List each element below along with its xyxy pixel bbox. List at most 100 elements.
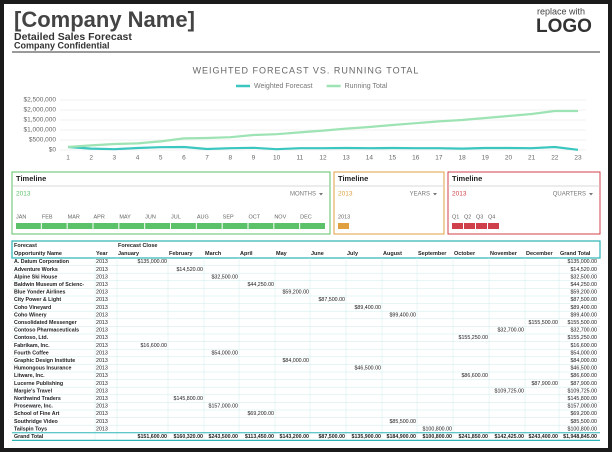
- row-label: Litware, Inc.: [14, 373, 45, 379]
- timeline-item-label: DEC: [300, 214, 312, 220]
- timeline-bar[interactable]: [171, 223, 196, 229]
- table-cell: 2013: [96, 411, 108, 417]
- timeline-item-label: Q1: [452, 214, 459, 220]
- table-cell: $243,400.00: [529, 434, 559, 440]
- table-cell: $157,000.00: [568, 404, 598, 410]
- y-tick-label: $1,000,000: [23, 127, 56, 134]
- x-tick-label: 10: [273, 155, 281, 162]
- row-label: Alpine Ski House: [14, 274, 57, 280]
- timeline-level[interactable]: QUARTERS: [553, 192, 586, 198]
- table-cell: $16,600.00: [570, 343, 597, 349]
- table-header-box: [11, 240, 601, 259]
- x-tick-label: 1: [66, 155, 70, 162]
- x-tick-label: 15: [389, 155, 397, 162]
- table-cell: 2013: [96, 350, 108, 356]
- column-header: May: [276, 251, 288, 257]
- timeline-level[interactable]: MONTHS: [290, 192, 316, 198]
- table-cell: $155,250.00: [568, 335, 598, 341]
- table-cell: $113,450.00: [245, 434, 274, 440]
- table-cell: $100,800.00: [423, 426, 453, 432]
- table-cell: $155,250.00: [459, 335, 489, 341]
- timeline-bar[interactable]: [464, 223, 475, 229]
- logo: LOGO: [536, 16, 592, 37]
- subtitle: Detailed Sales Forecast: [14, 31, 132, 43]
- x-tick-label: 20: [505, 155, 513, 162]
- timeline-item-label: OCT: [249, 214, 261, 220]
- table-cell: $135,900.00: [352, 434, 382, 440]
- table-cell: $87,500.00: [318, 297, 345, 303]
- confidential-note: Company Confidential: [14, 40, 110, 50]
- timeline-level[interactable]: YEARS: [410, 192, 430, 198]
- y-tick-label: $2,000,000: [23, 107, 56, 114]
- timeline-bar[interactable]: [196, 223, 222, 229]
- table-cell: $32,500.00: [570, 274, 597, 280]
- legend-label: Weighted Forecast: [254, 83, 313, 90]
- column-header: August: [383, 251, 402, 257]
- timeline-item-label: AUG: [197, 214, 209, 220]
- column-header: September: [418, 251, 447, 257]
- timeline-bar[interactable]: [41, 223, 67, 229]
- x-tick-label: 11: [296, 155, 303, 162]
- timeline-bar[interactable]: [67, 223, 93, 229]
- row-label: Consolidated Messenger: [14, 320, 77, 326]
- column-header: April: [240, 251, 253, 257]
- table-cell: 2013: [96, 290, 108, 296]
- y-tick-label: $2,500,000: [23, 97, 56, 104]
- timeline-year: 2013: [338, 191, 353, 198]
- table-cell: $135,000.00: [568, 259, 598, 265]
- table-cell: $145,800.00: [174, 396, 204, 402]
- table-cell: $86,600.00: [570, 373, 597, 379]
- timeline-item-label: 2013: [338, 214, 350, 220]
- column-header: Opportunity Name: [14, 251, 62, 257]
- table-cell: 2013: [96, 312, 108, 318]
- table-cell: 2013: [96, 381, 108, 387]
- table-cell: $86,600.00: [461, 373, 488, 379]
- column-header: Grand Total: [560, 251, 591, 257]
- timeline-item-label: APR: [94, 214, 105, 220]
- table-cell: 2013: [96, 358, 108, 364]
- timeline-bar[interactable]: [145, 223, 170, 229]
- timeline-bar[interactable]: [300, 223, 325, 229]
- timeline-bar[interactable]: [16, 223, 41, 229]
- table-cell: 2013: [96, 426, 108, 432]
- table-cell: $84,000.00: [570, 358, 597, 364]
- timeline-bar[interactable]: [248, 223, 274, 229]
- x-tick-label: 14: [366, 155, 374, 162]
- timeline-item-label: JUN: [145, 214, 156, 220]
- x-tick-label: 22: [551, 155, 559, 162]
- timeline-title: Timeline: [452, 174, 482, 183]
- timeline-bar[interactable]: [274, 223, 300, 229]
- timeline-bar[interactable]: [476, 223, 487, 229]
- table-cell: $87,900.00: [531, 381, 558, 387]
- table-cell: $32,500.00: [211, 274, 238, 280]
- timeline-bar[interactable]: [488, 223, 499, 229]
- y-tick-label: $500,000: [29, 137, 56, 144]
- table-cell: 2013: [96, 320, 108, 326]
- table-cell: $85,500.00: [389, 419, 416, 425]
- timeline-bar[interactable]: [222, 223, 248, 229]
- timeline-bar[interactable]: [452, 223, 463, 229]
- table-cell: 2013: [96, 335, 108, 341]
- logo-caption: replace with: [537, 6, 585, 16]
- timeline-bar[interactable]: [93, 223, 119, 229]
- column-header: June: [311, 251, 324, 257]
- row-label: Graphic Design Institute: [14, 358, 75, 364]
- table-cell: $44,250.00: [570, 282, 597, 288]
- timeline-bar[interactable]: [119, 223, 145, 229]
- table-cell: $99,400.00: [570, 312, 597, 318]
- dropdown-arrow: [589, 193, 593, 196]
- timeline-item-label: JUL: [171, 214, 181, 220]
- table-cell: 2013: [96, 297, 108, 303]
- row-label: Baldwin Museum of Scienc-: [14, 282, 84, 288]
- table-cell: 2013: [96, 343, 108, 349]
- column-header: Year: [96, 251, 108, 257]
- row-label: Contoso, Ltd.: [14, 335, 49, 341]
- table-cell: 2013: [96, 328, 108, 334]
- table-cell: $59,200.00: [570, 290, 597, 296]
- table-cell: $89,400.00: [570, 305, 597, 311]
- group-header: Forecast: [14, 243, 37, 249]
- table-cell: $59,200.00: [282, 290, 309, 296]
- row-label: Blue Yonder Airlines: [14, 290, 65, 296]
- timeline-bar[interactable]: [338, 223, 349, 229]
